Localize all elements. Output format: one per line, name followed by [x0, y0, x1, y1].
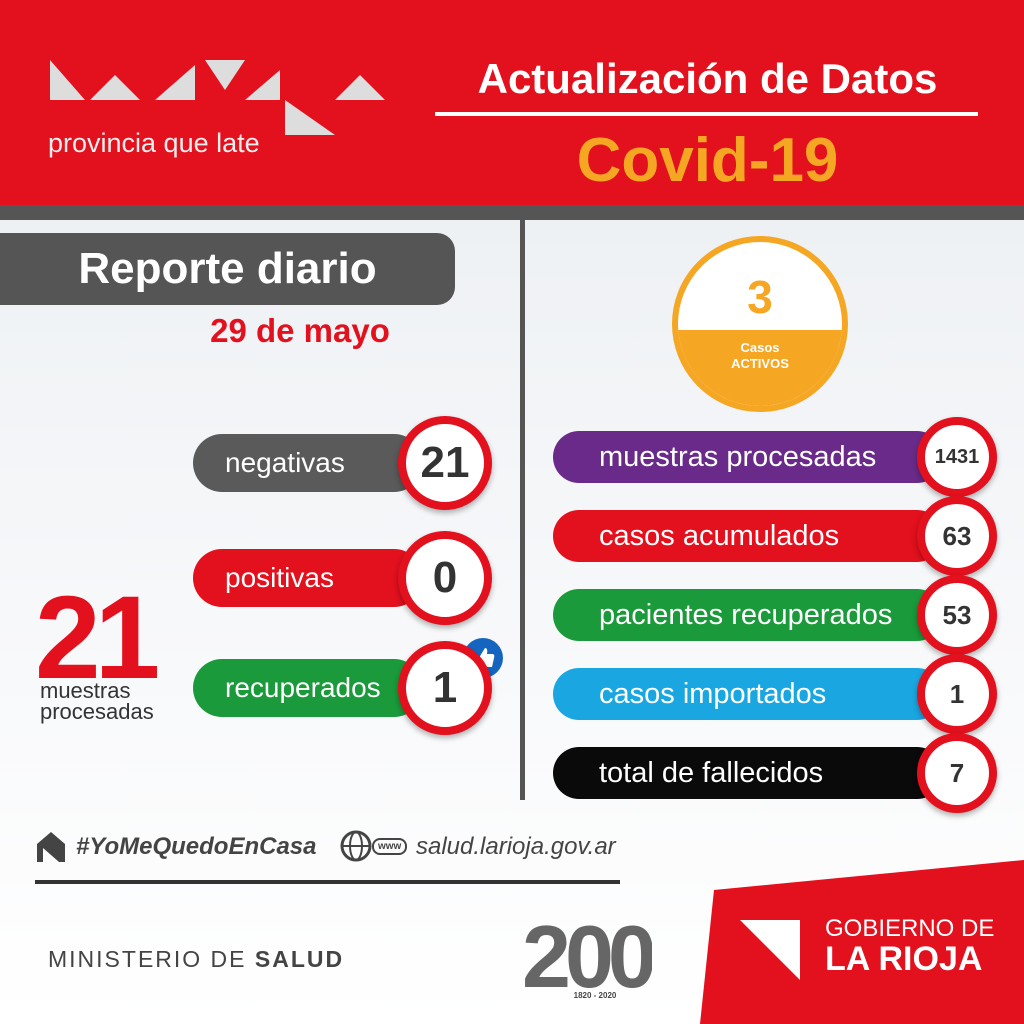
report-title: Reporte diario: [0, 233, 455, 305]
ministry-bold: SALUD: [254, 946, 345, 972]
ministry: MINISTERIO DE: [48, 946, 247, 972]
active-circle: 3 Casos ACTIVOS: [672, 236, 848, 412]
summary-pill: pacientes recuperados: [553, 589, 943, 641]
report-value: 0: [398, 531, 492, 625]
summary-value: 7: [917, 733, 997, 813]
website: salud.larioja.gov.ar: [416, 833, 616, 860]
title-rule: [435, 112, 978, 116]
title: Actualización de Datos: [477, 55, 938, 102]
government: GOBIERNO DE: [825, 915, 995, 942]
active-label: ACTIVOS: [731, 356, 789, 371]
logo-tagline: provincia que late: [48, 128, 260, 158]
report-value: 1: [398, 641, 492, 735]
report-value: 21: [398, 416, 492, 510]
summary-pill: total de fallecidos: [553, 747, 943, 799]
report-pill: negativas: [193, 434, 423, 492]
report-pill: positivas: [193, 549, 423, 607]
report-pill: recuperados: [193, 659, 423, 717]
gov-panel: [700, 860, 1024, 1024]
report-date: 29 de mayo: [210, 312, 390, 349]
globe-icon: [340, 830, 372, 862]
summary-pill: casos importados: [553, 668, 943, 720]
bicentennial-logo: 200: [522, 912, 652, 1002]
summary-value: 53: [917, 575, 997, 655]
logo: [50, 60, 385, 135]
header: [0, 0, 1024, 205]
hashtag: #YoMeQuedoEnCasa: [76, 833, 317, 860]
active-value: 3: [747, 271, 773, 323]
summary-pill: muestras procesadas: [553, 431, 943, 483]
report-total: 21: [35, 572, 160, 704]
home-icon: [37, 832, 65, 862]
anniversary: 1820 - 2020: [573, 991, 617, 1000]
summary-value: 63: [917, 496, 997, 576]
active-label: Casos: [740, 340, 780, 355]
subtitle: Covid-19: [576, 126, 839, 195]
government-bold: LA RIOJA: [825, 940, 983, 978]
footer-rule: [35, 880, 620, 884]
www-badge: www: [372, 838, 408, 855]
summary-pill: casos acumulados: [553, 510, 943, 562]
report-total-label: muestras procesadas: [40, 678, 154, 724]
header-strip: [0, 205, 1024, 220]
divider: [520, 220, 525, 800]
summary-value: 1431: [917, 417, 997, 497]
svg-text:200: 200: [522, 912, 652, 1002]
summary-value: 1: [917, 654, 997, 734]
